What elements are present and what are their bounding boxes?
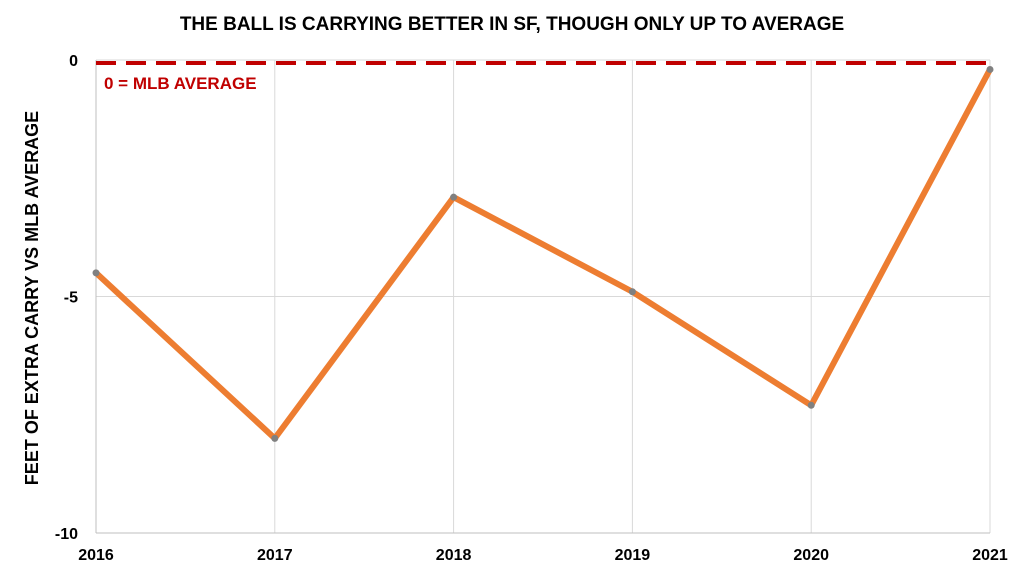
- reference-line-group: 0 = MLB AVERAGE: [96, 61, 990, 93]
- series-line-0: [93, 66, 993, 442]
- data-point-2021: [986, 65, 994, 73]
- x-tick-label: 2019: [615, 547, 651, 564]
- data-point-2018: [450, 193, 458, 201]
- gridlines: [96, 59, 991, 533]
- reference-line-label: 0 = MLB AVERAGE: [104, 74, 257, 93]
- data-point-2019: [628, 288, 636, 296]
- axes: [95, 60, 990, 534]
- x-tick-label: 2020: [793, 547, 829, 564]
- data-point-2016: [92, 269, 100, 277]
- x-tick-label: 2016: [78, 547, 114, 564]
- x-tick-label: 2018: [436, 547, 472, 564]
- y-tick-label: 0: [69, 53, 78, 70]
- y-tick-label: -5: [64, 290, 78, 307]
- y-axis-title: FEET OF EXTRA CARRY VS MLB AVERAGE: [22, 111, 42, 485]
- x-tick-label: 2021: [972, 547, 1008, 564]
- series-group: [92, 65, 994, 442]
- chart-title: THE BALL IS CARRYING BETTER IN SF, THOUG…: [180, 14, 844, 35]
- y-tick-label: -10: [55, 526, 78, 543]
- x-tick-label: 2017: [257, 547, 293, 564]
- data-point-2020: [807, 401, 815, 409]
- data-point-2017: [271, 434, 279, 442]
